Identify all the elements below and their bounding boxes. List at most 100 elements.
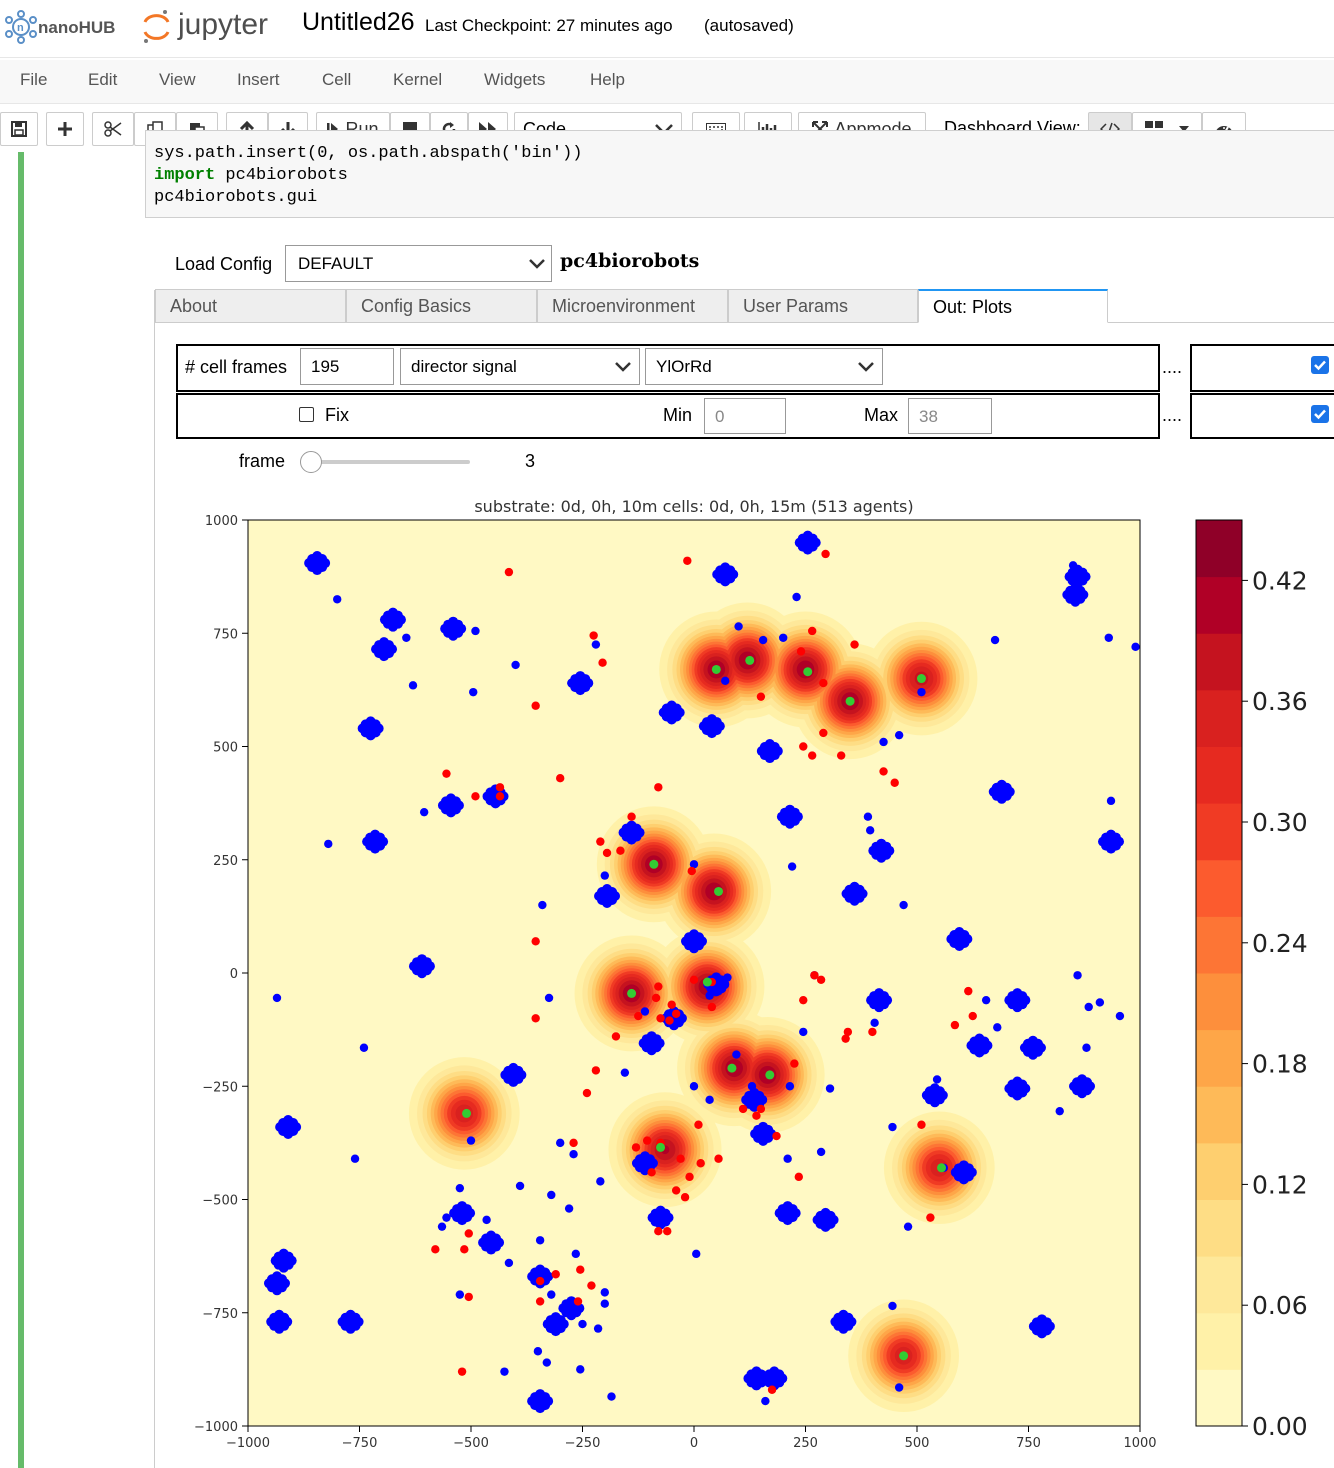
cell-cluster-marker	[689, 943, 699, 954]
cell-marker	[589, 631, 598, 640]
cell-marker	[600, 1288, 609, 1297]
cell-cluster-marker	[647, 1212, 658, 1223]
notebook-title[interactable]: Untitled26	[302, 8, 415, 36]
cells-toggle-checkbox[interactable]	[1311, 356, 1329, 374]
code-cell-input[interactable]: sys.path.insert(0, os.path.abspath('bin'…	[145, 130, 1334, 218]
nanohub-logo[interactable]: n nanoHUB	[4, 8, 124, 46]
cell-cluster-marker	[820, 1207, 831, 1218]
colorbar-tick-label: 0.30	[1252, 808, 1308, 837]
cell-cluster-marker	[283, 1115, 294, 1126]
menu-file[interactable]: File	[20, 70, 48, 89]
insert-cell-button[interactable]	[46, 112, 84, 146]
y-tick-label: 750	[213, 627, 238, 642]
cell-cluster-marker	[782, 1215, 793, 1226]
cell-cluster-marker	[655, 1205, 666, 1216]
colormap-select[interactable]: YlOrRd	[645, 348, 883, 385]
cell-cluster-marker	[802, 530, 813, 541]
cell-marker	[442, 1213, 451, 1222]
cell-marker	[689, 860, 699, 869]
cell-marker	[600, 871, 609, 880]
cell-cluster-marker	[478, 1237, 489, 1248]
menu-view[interactable]: View	[159, 70, 196, 89]
y-tick-label: −500	[202, 1194, 238, 1209]
substrate-field-select[interactable]: director signal	[400, 348, 640, 385]
cell-marker	[765, 1070, 775, 1080]
menu-help[interactable]: Help	[590, 70, 625, 89]
tab-about[interactable]: About	[155, 289, 346, 323]
cell-marker	[803, 667, 813, 677]
cell-marker	[462, 1108, 472, 1118]
cell-cluster-marker	[996, 779, 1007, 790]
cell-marker	[707, 1002, 717, 1012]
cell-cluster-marker	[575, 685, 586, 696]
cell-cluster-marker	[958, 1160, 969, 1171]
tab-microenvironment[interactable]: Microenvironment	[537, 289, 728, 323]
menu-kernel[interactable]: Kernel	[393, 70, 443, 89]
frame-slider-handle[interactable]	[300, 451, 322, 473]
menu-insert[interactable]: Insert	[237, 70, 280, 89]
save-icon	[11, 121, 27, 137]
cell-cluster-marker	[345, 1309, 356, 1320]
cut-button[interactable]	[92, 112, 134, 146]
tab-user-params[interactable]: User Params	[728, 289, 918, 323]
cell-cluster-marker	[263, 1278, 274, 1289]
cell-marker	[602, 848, 612, 858]
cell-marker	[1147, 552, 1155, 560]
cell-marker	[1131, 642, 1140, 652]
cell-marker	[745, 655, 755, 665]
cell-marker	[888, 1301, 897, 1311]
cell-cluster-marker	[974, 1033, 985, 1044]
max-input[interactable]: 38	[908, 398, 992, 434]
cell-cluster-marker	[820, 1221, 831, 1232]
row-separator-dots: ....	[1162, 357, 1183, 377]
cell-marker	[538, 900, 547, 910]
cell-cluster-marker	[575, 671, 586, 682]
cell-cluster-marker	[456, 623, 467, 634]
cell-cluster-marker	[962, 934, 973, 945]
frame-slider-track[interactable]	[310, 460, 470, 464]
min-input[interactable]: 0	[704, 398, 786, 434]
tab-out-plots[interactable]: Out: Plots	[918, 289, 1108, 323]
cell-marker	[431, 1245, 440, 1254]
cell-marker	[515, 1181, 525, 1191]
cell-marker	[676, 1154, 685, 1163]
cell-cluster-marker	[270, 1255, 281, 1266]
cell-frames-label: # cell frames	[185, 357, 288, 377]
cell-marker	[671, 1009, 681, 1018]
fix-range-checkbox[interactable]	[299, 407, 314, 422]
colorbar-band	[1196, 1029, 1242, 1087]
save-button[interactable]	[0, 112, 38, 146]
cell-cluster-marker	[674, 707, 685, 718]
cell-cluster-marker	[1027, 1049, 1038, 1060]
cell-cluster-marker	[558, 1319, 569, 1330]
cell-frames-input[interactable]: 195	[300, 348, 394, 385]
cell-cluster-marker	[769, 1366, 780, 1377]
cell-marker	[689, 975, 699, 984]
svg-text:jupyter: jupyter	[177, 8, 268, 41]
cell-marker	[596, 1177, 605, 1186]
cell-marker	[620, 1068, 630, 1077]
cell-cluster-marker	[841, 888, 852, 899]
cell-cluster-marker	[282, 1316, 293, 1327]
tab-config-basics[interactable]: Config Basics	[346, 289, 537, 323]
cell-marker	[647, 1168, 656, 1177]
cell-marker	[836, 751, 846, 760]
colormap-value: YlOrRd	[656, 357, 712, 376]
cell-marker	[819, 728, 828, 738]
cell-cluster-marker	[757, 1094, 768, 1105]
cell-cluster-marker	[954, 941, 965, 952]
substrate-toggle-checkbox[interactable]	[1311, 405, 1329, 423]
load-config-select[interactable]: DEFAULT	[285, 245, 552, 282]
jupyter-logo[interactable]: jupyter	[140, 6, 290, 46]
x-tick-label: −250	[565, 1436, 601, 1451]
range-controls-row	[176, 393, 1160, 439]
menu-edit[interactable]: Edit	[88, 70, 118, 89]
cell-marker	[654, 982, 663, 991]
colorbar-band	[1196, 1369, 1242, 1427]
cell-cluster-marker	[1012, 1076, 1023, 1087]
menu-cell[interactable]: Cell	[322, 70, 352, 89]
y-tick-label: 250	[213, 854, 238, 869]
cell-marker	[596, 837, 605, 846]
cell-marker	[783, 1154, 792, 1163]
menu-widgets[interactable]: Widgets	[484, 70, 546, 89]
